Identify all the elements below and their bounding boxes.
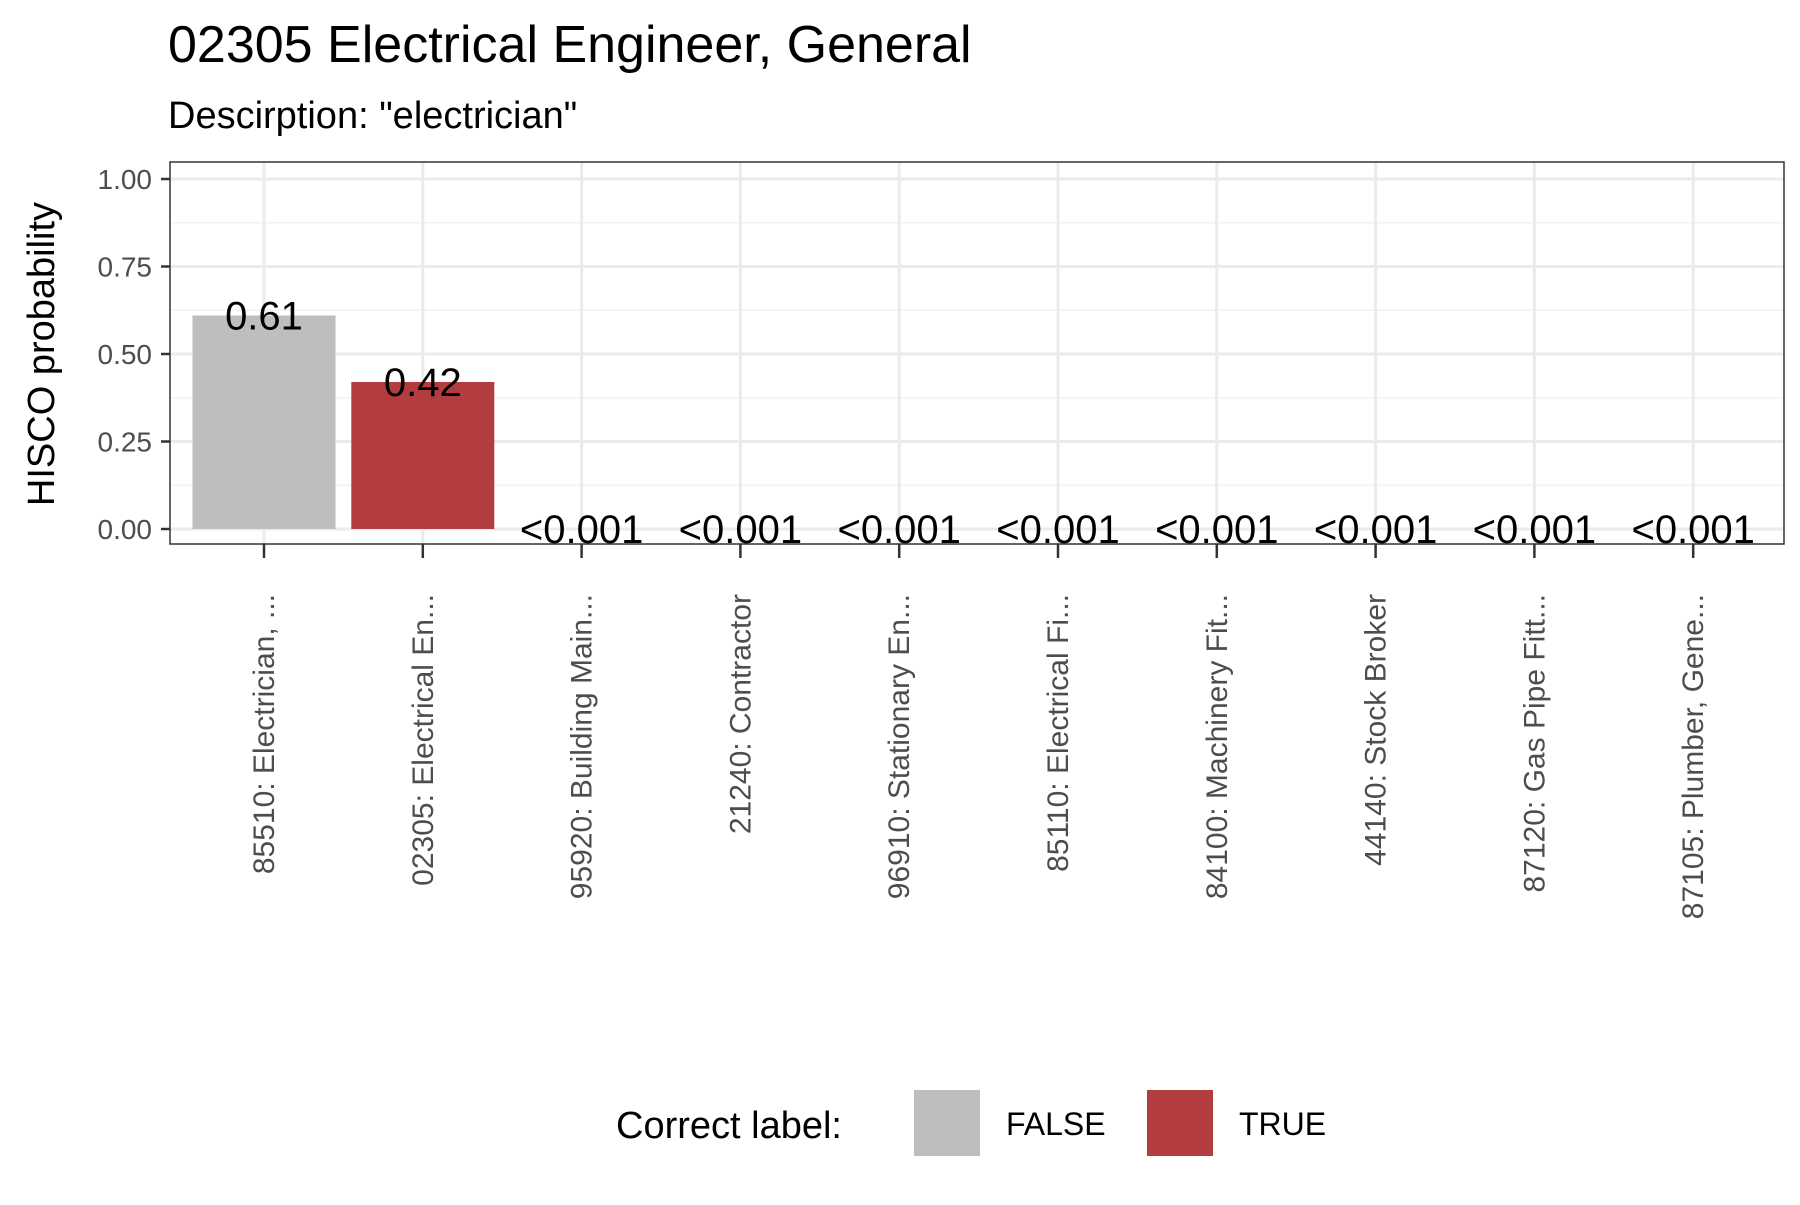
bar	[192, 315, 336, 529]
bar	[351, 382, 495, 529]
bars	[192, 315, 495, 529]
y-tick-label: 0.25	[98, 427, 153, 458]
x-tick-label: 87105: Plumber, Gene...	[1677, 594, 1710, 919]
x-tick-label: 95920: Building Main...	[566, 594, 599, 899]
chart-subtitle: Descirption: "electrician"	[168, 95, 577, 137]
x-axis: 85510: Electrician, ... 02305: Electrical…	[248, 544, 1710, 919]
y-tick-label: 1.00	[98, 164, 153, 195]
legend-title: Correct label:	[616, 1105, 842, 1147]
data-label: 0.42	[384, 361, 462, 405]
x-tick-label: 87120: Gas Pipe Fitt...	[1518, 594, 1551, 893]
y-axis-label: HISCO probability	[21, 202, 63, 506]
y-tick-label: 0.00	[98, 514, 153, 545]
data-label: 0.61	[225, 295, 303, 339]
y-axis: 0.00 0.25 0.50 0.75 1.00	[98, 164, 170, 545]
legend-label-true: TRUE	[1239, 1106, 1326, 1142]
x-tick-label: 85510: Electrician, ...	[248, 594, 281, 874]
y-tick-label: 0.75	[98, 252, 153, 283]
x-tick-label: 96910: Stationary En...	[883, 594, 916, 899]
x-tick-label: 21240: Contractor	[724, 594, 757, 834]
y-tick-label: 0.50	[98, 339, 153, 370]
x-tick-label: 02305: Electrical En...	[407, 594, 440, 886]
legend-swatch-false	[914, 1090, 980, 1156]
chart-title: 02305 Electrical Engineer, General	[168, 16, 972, 74]
x-tick-label: 44140: Stock Broker	[1360, 594, 1393, 866]
x-tick-label: 85110: Electrical Fi...	[1042, 594, 1075, 872]
legend: Correct label: FALSE TRUE	[616, 1090, 1326, 1156]
legend-swatch-true	[1147, 1090, 1213, 1156]
x-tick-label: 84100: Machinery Fit...	[1201, 594, 1234, 899]
legend-label-false: FALSE	[1006, 1106, 1106, 1142]
